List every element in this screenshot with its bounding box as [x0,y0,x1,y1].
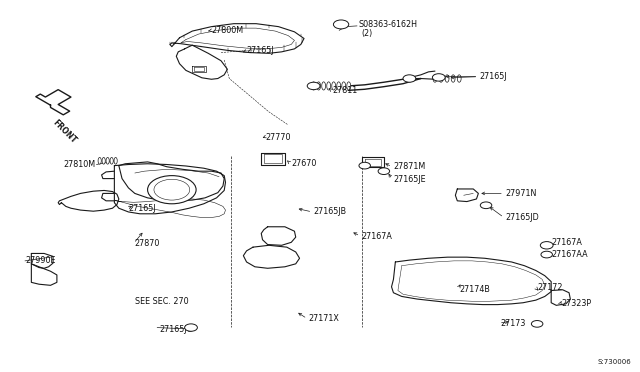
Text: 27323P: 27323P [561,299,591,308]
Text: 27165JB: 27165JB [314,208,347,217]
Ellipse shape [439,75,443,82]
Text: 27871M: 27871M [394,162,426,171]
Text: SEE SEC. 270: SEE SEC. 270 [135,297,188,306]
Text: S: S [339,22,343,27]
Circle shape [148,176,196,204]
Text: 27173: 27173 [500,319,525,328]
Text: 27165J: 27165J [479,72,508,81]
Ellipse shape [327,82,331,90]
Ellipse shape [312,82,316,90]
Text: S:730006: S:730006 [598,359,632,365]
Circle shape [403,75,416,82]
Ellipse shape [98,157,101,164]
Text: 27165JE: 27165JE [394,175,426,184]
Text: 27971N: 27971N [505,189,536,198]
Ellipse shape [106,157,109,164]
Text: 27811: 27811 [333,86,358,95]
Circle shape [540,241,553,249]
Ellipse shape [322,82,326,90]
Text: 27165JC: 27165JC [159,325,192,334]
Ellipse shape [317,82,321,90]
Circle shape [480,202,492,209]
Ellipse shape [445,75,449,82]
Text: 27165J: 27165J [246,46,274,55]
Text: S08363-6162H: S08363-6162H [358,20,417,29]
Text: 27800M: 27800M [211,26,244,35]
Ellipse shape [347,82,351,90]
Text: 27165JD: 27165JD [505,213,539,222]
Ellipse shape [332,82,335,90]
Circle shape [333,20,349,29]
Text: (2): (2) [362,29,372,38]
Circle shape [531,321,543,327]
Circle shape [154,179,189,200]
Ellipse shape [337,82,340,90]
Ellipse shape [458,75,461,82]
Ellipse shape [433,75,437,82]
Circle shape [433,74,445,81]
Text: 27165J: 27165J [129,204,156,213]
Circle shape [359,162,371,169]
Ellipse shape [342,82,346,90]
Circle shape [307,82,320,90]
Ellipse shape [451,75,455,82]
Circle shape [184,324,197,331]
Text: 27810M: 27810M [63,160,95,169]
Ellipse shape [102,157,105,164]
Text: 27990E: 27990E [25,256,56,265]
Circle shape [541,251,552,258]
Text: 27770: 27770 [266,132,291,142]
Text: 27172: 27172 [537,283,563,292]
Text: 27167AA: 27167AA [551,250,588,259]
Circle shape [378,168,390,174]
Text: 27167A: 27167A [551,238,582,247]
Text: 27171X: 27171X [308,314,339,323]
Ellipse shape [114,157,117,164]
Text: 27167A: 27167A [362,231,392,241]
Ellipse shape [110,157,113,164]
Text: FRONT: FRONT [51,119,77,146]
Text: 27870: 27870 [135,239,160,248]
Text: 27670: 27670 [291,158,317,167]
Text: 27174B: 27174B [460,285,490,294]
